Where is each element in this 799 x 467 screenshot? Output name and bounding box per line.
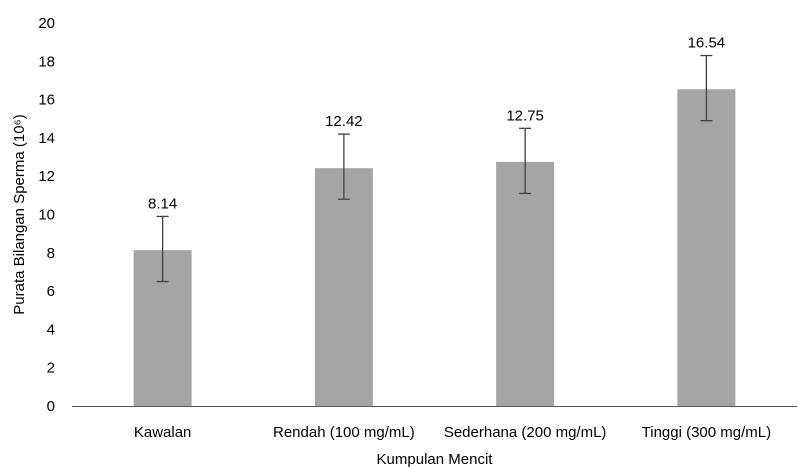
error-bar bbox=[337, 133, 350, 200]
x-axis-ticks: Kawalan Rendah (100 mg/mL) Sederhana (200 … bbox=[134, 424, 771, 441]
y-tick-label: 8 bbox=[47, 245, 55, 262]
y-tick-label: 2 bbox=[47, 360, 55, 377]
y-tick-label: 0 bbox=[47, 398, 55, 415]
x-tick-label: Tinggi (300 mg/mL) bbox=[642, 424, 772, 441]
y-tick-label: 6 bbox=[47, 283, 55, 300]
y-axis-ticks: 0 2 4 6 8 10 12 14 16 18 20 bbox=[38, 15, 55, 415]
y-tick-label: 12 bbox=[38, 168, 55, 185]
error-bar bbox=[700, 54, 713, 122]
data-label: 8.14 bbox=[148, 195, 177, 212]
data-label: 16.54 bbox=[688, 35, 726, 52]
bar bbox=[677, 89, 736, 406]
y-tick-label: 20 bbox=[38, 15, 55, 32]
x-axis-title: Kumpulan Mencit bbox=[377, 451, 494, 467]
x-tick-label: Kawalan bbox=[134, 424, 192, 441]
bar bbox=[314, 168, 373, 406]
error-bar bbox=[519, 127, 532, 195]
y-tick-label: 18 bbox=[38, 53, 55, 70]
error-bar bbox=[156, 215, 169, 283]
y-axis-title: Purata Bilangan Sperma (10⁶) bbox=[11, 114, 28, 314]
bar bbox=[496, 161, 555, 406]
y-tick-label: 16 bbox=[38, 92, 55, 109]
data-label: 12.75 bbox=[506, 107, 544, 124]
x-tick-label: Sederhana (200 mg/mL) bbox=[444, 424, 607, 441]
x-tick-label: Rendah (100 mg/mL) bbox=[273, 424, 415, 441]
y-tick-label: 14 bbox=[38, 130, 55, 147]
y-tick-label: 4 bbox=[47, 321, 55, 338]
data-label: 12.42 bbox=[325, 113, 363, 130]
y-tick-label: 10 bbox=[38, 207, 55, 224]
error-bars-group bbox=[156, 54, 713, 283]
bars-group bbox=[133, 89, 736, 406]
data-labels-group: 8.14 12.42 12.75 16.54 bbox=[148, 35, 725, 213]
